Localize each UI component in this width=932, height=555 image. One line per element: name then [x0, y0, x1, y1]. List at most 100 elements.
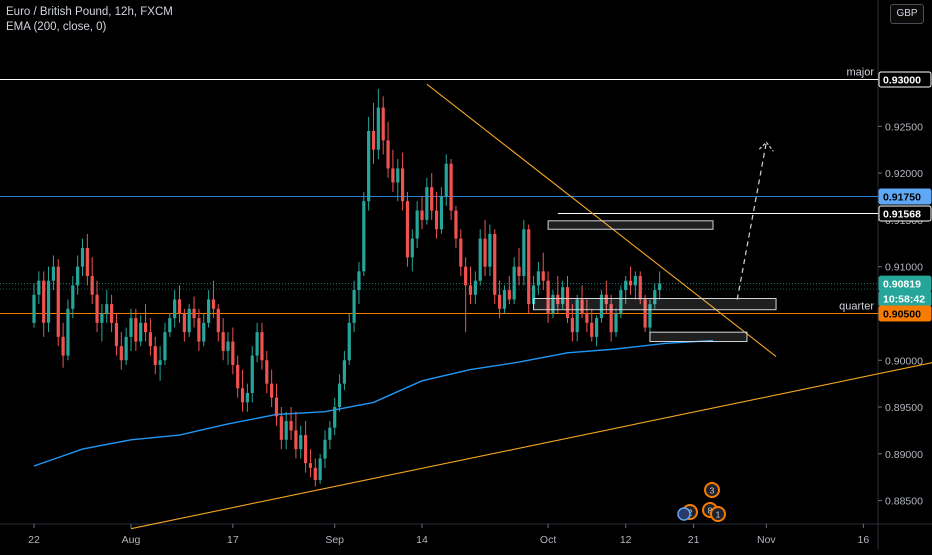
- candle-body[interactable]: [61, 336, 65, 356]
- candle-body[interactable]: [260, 332, 264, 361]
- candle-body[interactable]: [56, 266, 60, 337]
- symbol-title[interactable]: Euro / British Pound, 12h, FXCM: [6, 6, 173, 18]
- candle-body[interactable]: [633, 276, 637, 286]
- candle-body[interactable]: [396, 168, 400, 183]
- candle-body[interactable]: [168, 318, 172, 333]
- candle-body[interactable]: [570, 318, 574, 333]
- candle-body[interactable]: [643, 299, 647, 328]
- candle-body[interactable]: [216, 308, 220, 333]
- candle-body[interactable]: [415, 210, 419, 239]
- ema-200-line[interactable]: [33, 339, 714, 467]
- candle-body[interactable]: [66, 308, 70, 356]
- candle-body[interactable]: [434, 210, 439, 230]
- flag-event-icon[interactable]: [677, 507, 691, 521]
- candle-body[interactable]: [304, 435, 308, 464]
- candle-body[interactable]: [493, 233, 497, 295]
- candle-body[interactable]: [289, 421, 293, 431]
- candle-body[interactable]: [561, 287, 565, 305]
- candle-body[interactable]: [483, 238, 487, 267]
- candle-body[interactable]: [536, 271, 540, 286]
- candle-body[interactable]: [628, 280, 633, 286]
- candle-body[interactable]: [110, 304, 114, 323]
- candle-body[interactable]: [265, 360, 269, 384]
- candle-body[interactable]: [71, 285, 75, 309]
- candle-body[interactable]: [522, 229, 526, 277]
- candle-body[interactable]: [352, 290, 356, 323]
- candle-body[interactable]: [85, 247, 89, 277]
- candle-body[interactable]: [207, 299, 211, 323]
- candle-body[interactable]: [367, 131, 371, 202]
- candle-body[interactable]: [430, 187, 434, 211]
- candle-body[interactable]: [362, 201, 366, 272]
- candle-body[interactable]: [328, 427, 332, 440]
- candle-body[interactable]: [541, 271, 545, 281]
- candle-body[interactable]: [158, 360, 162, 365]
- candle-body[interactable]: [284, 421, 288, 440]
- currency-button[interactable]: GBP: [890, 4, 924, 24]
- candle-body[interactable]: [439, 196, 443, 230]
- candle-body[interactable]: [638, 276, 642, 300]
- ema-indicator-label[interactable]: EMA (200, close, 0): [6, 21, 107, 33]
- candle-body[interactable]: [585, 313, 589, 323]
- candle-body[interactable]: [468, 285, 473, 295]
- candle-body[interactable]: [139, 322, 143, 342]
- candle-body[interactable]: [405, 201, 410, 258]
- candle-body[interactable]: [114, 322, 119, 347]
- candle-body[interactable]: [148, 332, 152, 347]
- candle-body[interactable]: [425, 187, 429, 220]
- candle-body[interactable]: [313, 467, 317, 481]
- zone-box-1[interactable]: [533, 297, 777, 311]
- candle-body[interactable]: [444, 163, 448, 197]
- candle-body[interactable]: [240, 388, 245, 403]
- candle-body[interactable]: [202, 322, 206, 342]
- candle-body[interactable]: [95, 294, 99, 323]
- candle-body[interactable]: [187, 308, 191, 333]
- candle-body[interactable]: [614, 313, 618, 333]
- candle-body[interactable]: [129, 318, 133, 337]
- candle-body[interactable]: [498, 294, 502, 309]
- candle-body[interactable]: [565, 287, 570, 319]
- candle-body[interactable]: [143, 322, 148, 333]
- candle-body[interactable]: [653, 290, 657, 305]
- candle-body[interactable]: [270, 383, 274, 398]
- candle-body[interactable]: [274, 397, 279, 417]
- candle-body[interactable]: [76, 266, 80, 286]
- candle-body[interactable]: [37, 280, 41, 295]
- candle-body[interactable]: [211, 299, 216, 309]
- candle-body[interactable]: [357, 271, 361, 291]
- candle-body[interactable]: [604, 294, 608, 305]
- candle-body[interactable]: [337, 383, 342, 408]
- candle-body[interactable]: [347, 322, 351, 361]
- candle-body[interactable]: [134, 318, 138, 342]
- candle-body[interactable]: [517, 266, 521, 277]
- candle-body[interactable]: [556, 294, 560, 305]
- candle-body[interactable]: [124, 336, 128, 361]
- candle-body[interactable]: [512, 266, 516, 300]
- candle-body[interactable]: [580, 299, 584, 314]
- candle-body[interactable]: [648, 304, 652, 328]
- candle-body[interactable]: [333, 407, 337, 428]
- candle-body[interactable]: [464, 266, 468, 286]
- candle-body[interactable]: [420, 210, 424, 220]
- candle-body[interactable]: [197, 318, 201, 342]
- candle-body[interactable]: [80, 247, 85, 267]
- candle-body[interactable]: [478, 238, 482, 281]
- candle-body[interactable]: [502, 290, 507, 309]
- candle-body[interactable]: [507, 290, 511, 300]
- candle-body[interactable]: [177, 299, 182, 314]
- candle-body[interactable]: [231, 341, 235, 365]
- zone-box-0[interactable]: [547, 220, 714, 230]
- candle-body[interactable]: [527, 229, 531, 305]
- candle-body[interactable]: [279, 416, 283, 440]
- candle-body[interactable]: [459, 238, 463, 267]
- candle-body[interactable]: [551, 294, 555, 314]
- zone-box-2[interactable]: [649, 331, 748, 343]
- candle-body[interactable]: [32, 294, 36, 323]
- candle-body[interactable]: [323, 439, 327, 459]
- candle-body[interactable]: [245, 393, 249, 403]
- candle-body[interactable]: [90, 276, 94, 295]
- candle-body[interactable]: [546, 280, 550, 314]
- candle-body[interactable]: [386, 140, 390, 169]
